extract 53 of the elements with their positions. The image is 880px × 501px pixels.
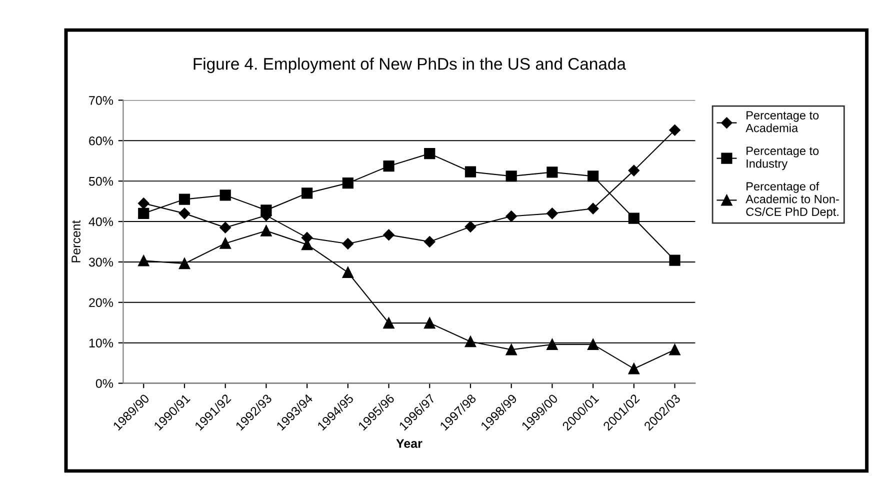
legend-label: Percentage to Industry (746, 146, 819, 170)
point (424, 236, 436, 248)
point (464, 221, 476, 232)
point (424, 317, 436, 329)
point (220, 190, 231, 201)
point (506, 170, 517, 182)
point (178, 258, 190, 270)
y-tick-label: 10% (89, 338, 114, 348)
legend-label: Percentage of Academic to Non- CS/CE PhD Dept. (746, 182, 839, 218)
point (546, 338, 558, 350)
point (669, 344, 680, 356)
point (138, 208, 150, 219)
point (302, 188, 313, 199)
y-tick-label: 70% (89, 96, 114, 105)
point (138, 255, 150, 266)
y-tick-label: 60% (89, 136, 114, 146)
legend-label: Percentage to Academia (746, 111, 819, 132)
point (342, 178, 354, 189)
point (178, 208, 190, 220)
point (464, 336, 476, 348)
y-tick-label: 20% (89, 298, 114, 308)
point (588, 170, 599, 182)
point (546, 166, 558, 178)
point (669, 254, 680, 266)
point (383, 317, 394, 329)
point (546, 208, 558, 220)
y-tick-label: 30% (88, 258, 114, 267)
point (424, 148, 436, 160)
point (628, 363, 640, 374)
point (506, 344, 517, 356)
y-tick-label: 40% (88, 217, 114, 226)
x-axis-title: Year (396, 439, 422, 448)
point (587, 202, 599, 214)
point (260, 204, 272, 216)
y-tick-label: 50% (88, 176, 114, 186)
chart-title: Figure 4. Employment of New PhDs in the US and Canada (194, 58, 626, 74)
point (178, 194, 190, 205)
point (506, 210, 517, 222)
point (260, 225, 272, 236)
point (464, 166, 476, 178)
point (669, 124, 680, 136)
y-tick-label: 0% (96, 379, 114, 388)
point (628, 164, 640, 176)
point (220, 238, 231, 249)
point (220, 222, 231, 234)
point (342, 266, 354, 278)
point (588, 338, 599, 350)
point (383, 160, 394, 172)
point (383, 229, 394, 240)
point (342, 238, 354, 250)
y-axis-title: Percent (72, 220, 80, 262)
point (138, 198, 150, 209)
point (628, 212, 640, 224)
